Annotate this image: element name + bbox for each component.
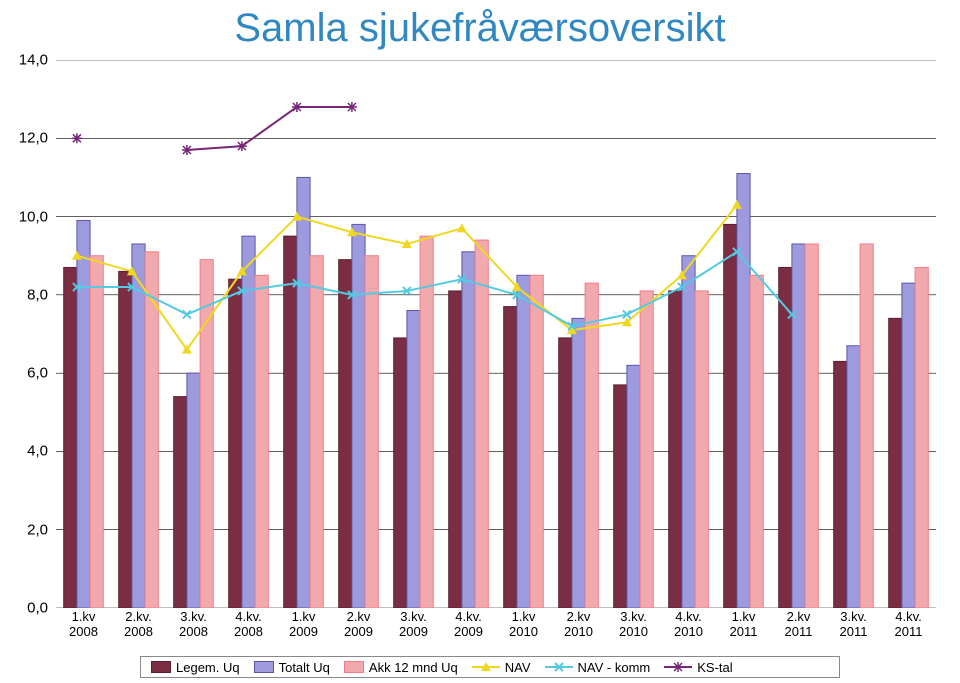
legend-label: Legem. Uq (176, 660, 240, 675)
legend-item: NAV - komm (545, 660, 651, 675)
legend-item: NAV (472, 660, 531, 675)
legend-swatch (254, 661, 274, 673)
legend-label: Akk 12 mnd Uq (369, 660, 458, 675)
y-tick-label: 8,0 (27, 286, 48, 303)
x-tick-label: 3.kv. 2009 (399, 610, 428, 640)
legend-marker (472, 660, 500, 674)
y-tick-label: 4,0 (27, 443, 48, 460)
y-axis-labels: 0,02,04,06,08,010,012,014,0 (0, 60, 56, 608)
x-tick-label: 4.kv. 2011 (895, 610, 923, 640)
legend-label: NAV - komm (578, 660, 651, 675)
chart-legend: Legem. Uq Totalt Uq Akk 12 mnd Uq NAV NAV - … (140, 656, 840, 678)
x-tick-label: 1.kv 2009 (289, 610, 318, 640)
y-tick-label: 6,0 (27, 365, 48, 382)
legend-label: Totalt Uq (279, 660, 330, 675)
x-tick-label: 3.kv. 2011 (840, 610, 868, 640)
x-tick-label: 3.kv. 2008 (179, 610, 208, 640)
legend-item: Legem. Uq (151, 660, 240, 675)
legend-label: KS-tal (697, 660, 732, 675)
chart-svg (56, 60, 936, 608)
y-tick-label: 10,0 (19, 208, 48, 225)
x-tick-label: 1.kv 2010 (509, 610, 538, 640)
legend-marker (545, 660, 573, 674)
legend-label: NAV (505, 660, 531, 675)
x-tick-label: 4.kv. 2010 (674, 610, 703, 640)
x-tick-label: 2.kv 2011 (785, 610, 813, 640)
legend-marker (664, 660, 692, 674)
x-tick-label: 1.kv 2008 (69, 610, 98, 640)
legend-item: KS-tal (664, 660, 732, 675)
legend-swatch (151, 661, 171, 673)
legend-item: Totalt Uq (254, 660, 330, 675)
x-tick-label: 2.kv 2009 (344, 610, 373, 640)
legend-swatch (344, 661, 364, 673)
legend-item: Akk 12 mnd Uq (344, 660, 458, 675)
x-tick-label: 3.kv. 2010 (619, 610, 648, 640)
chart-title: Samla sjukefråværsoversikt (0, 0, 960, 51)
y-tick-label: 0,0 (27, 600, 48, 617)
x-tick-label: 4.kv. 2008 (234, 610, 263, 640)
y-tick-label: 12,0 (19, 130, 48, 147)
y-tick-label: 2,0 (27, 521, 48, 538)
x-tick-label: 1.kv 2011 (730, 610, 758, 640)
x-tick-label: 4.kv. 2009 (454, 610, 483, 640)
x-tick-label: 2.kv. 2008 (124, 610, 153, 640)
x-tick-label: 2.kv 2010 (564, 610, 593, 640)
y-tick-label: 14,0 (19, 52, 48, 69)
x-axis-labels: 1.kv 2008 2.kv. 2008 3.kv. 2008 4.kv. 2008 1… (56, 610, 936, 650)
chart-plot-area (56, 60, 936, 608)
